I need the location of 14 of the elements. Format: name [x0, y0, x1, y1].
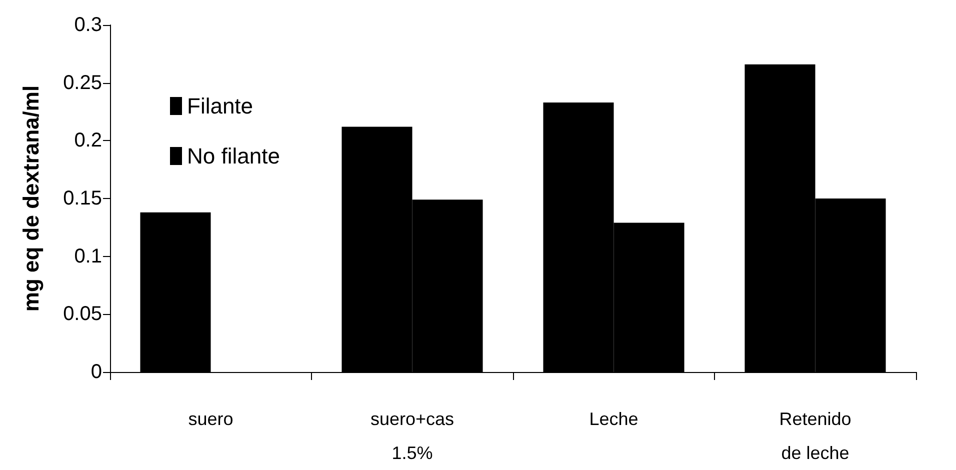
x-tick-label: Leche: [589, 409, 638, 429]
y-axis-title: mg eq de dextrana/ml: [18, 85, 44, 312]
y-tick-label: 0.1: [74, 245, 102, 268]
y-tick-label: 0: [90, 361, 102, 383]
x-tick-label: suero: [188, 409, 234, 429]
y-tick-label: 0.05: [63, 303, 102, 326]
y-tick-label: 0.3: [74, 14, 102, 36]
y-tick-label: 0.15: [63, 188, 102, 210]
legend-label: No filante: [187, 144, 280, 168]
y-tick-label: 0.25: [63, 72, 102, 94]
x-tick-label: Retenido de leche: [779, 409, 852, 463]
legend-label: Filante: [187, 94, 254, 118]
x-tick-label: suero+cas 1.5%: [370, 409, 454, 463]
y-tick-label: 0.2: [74, 130, 102, 152]
